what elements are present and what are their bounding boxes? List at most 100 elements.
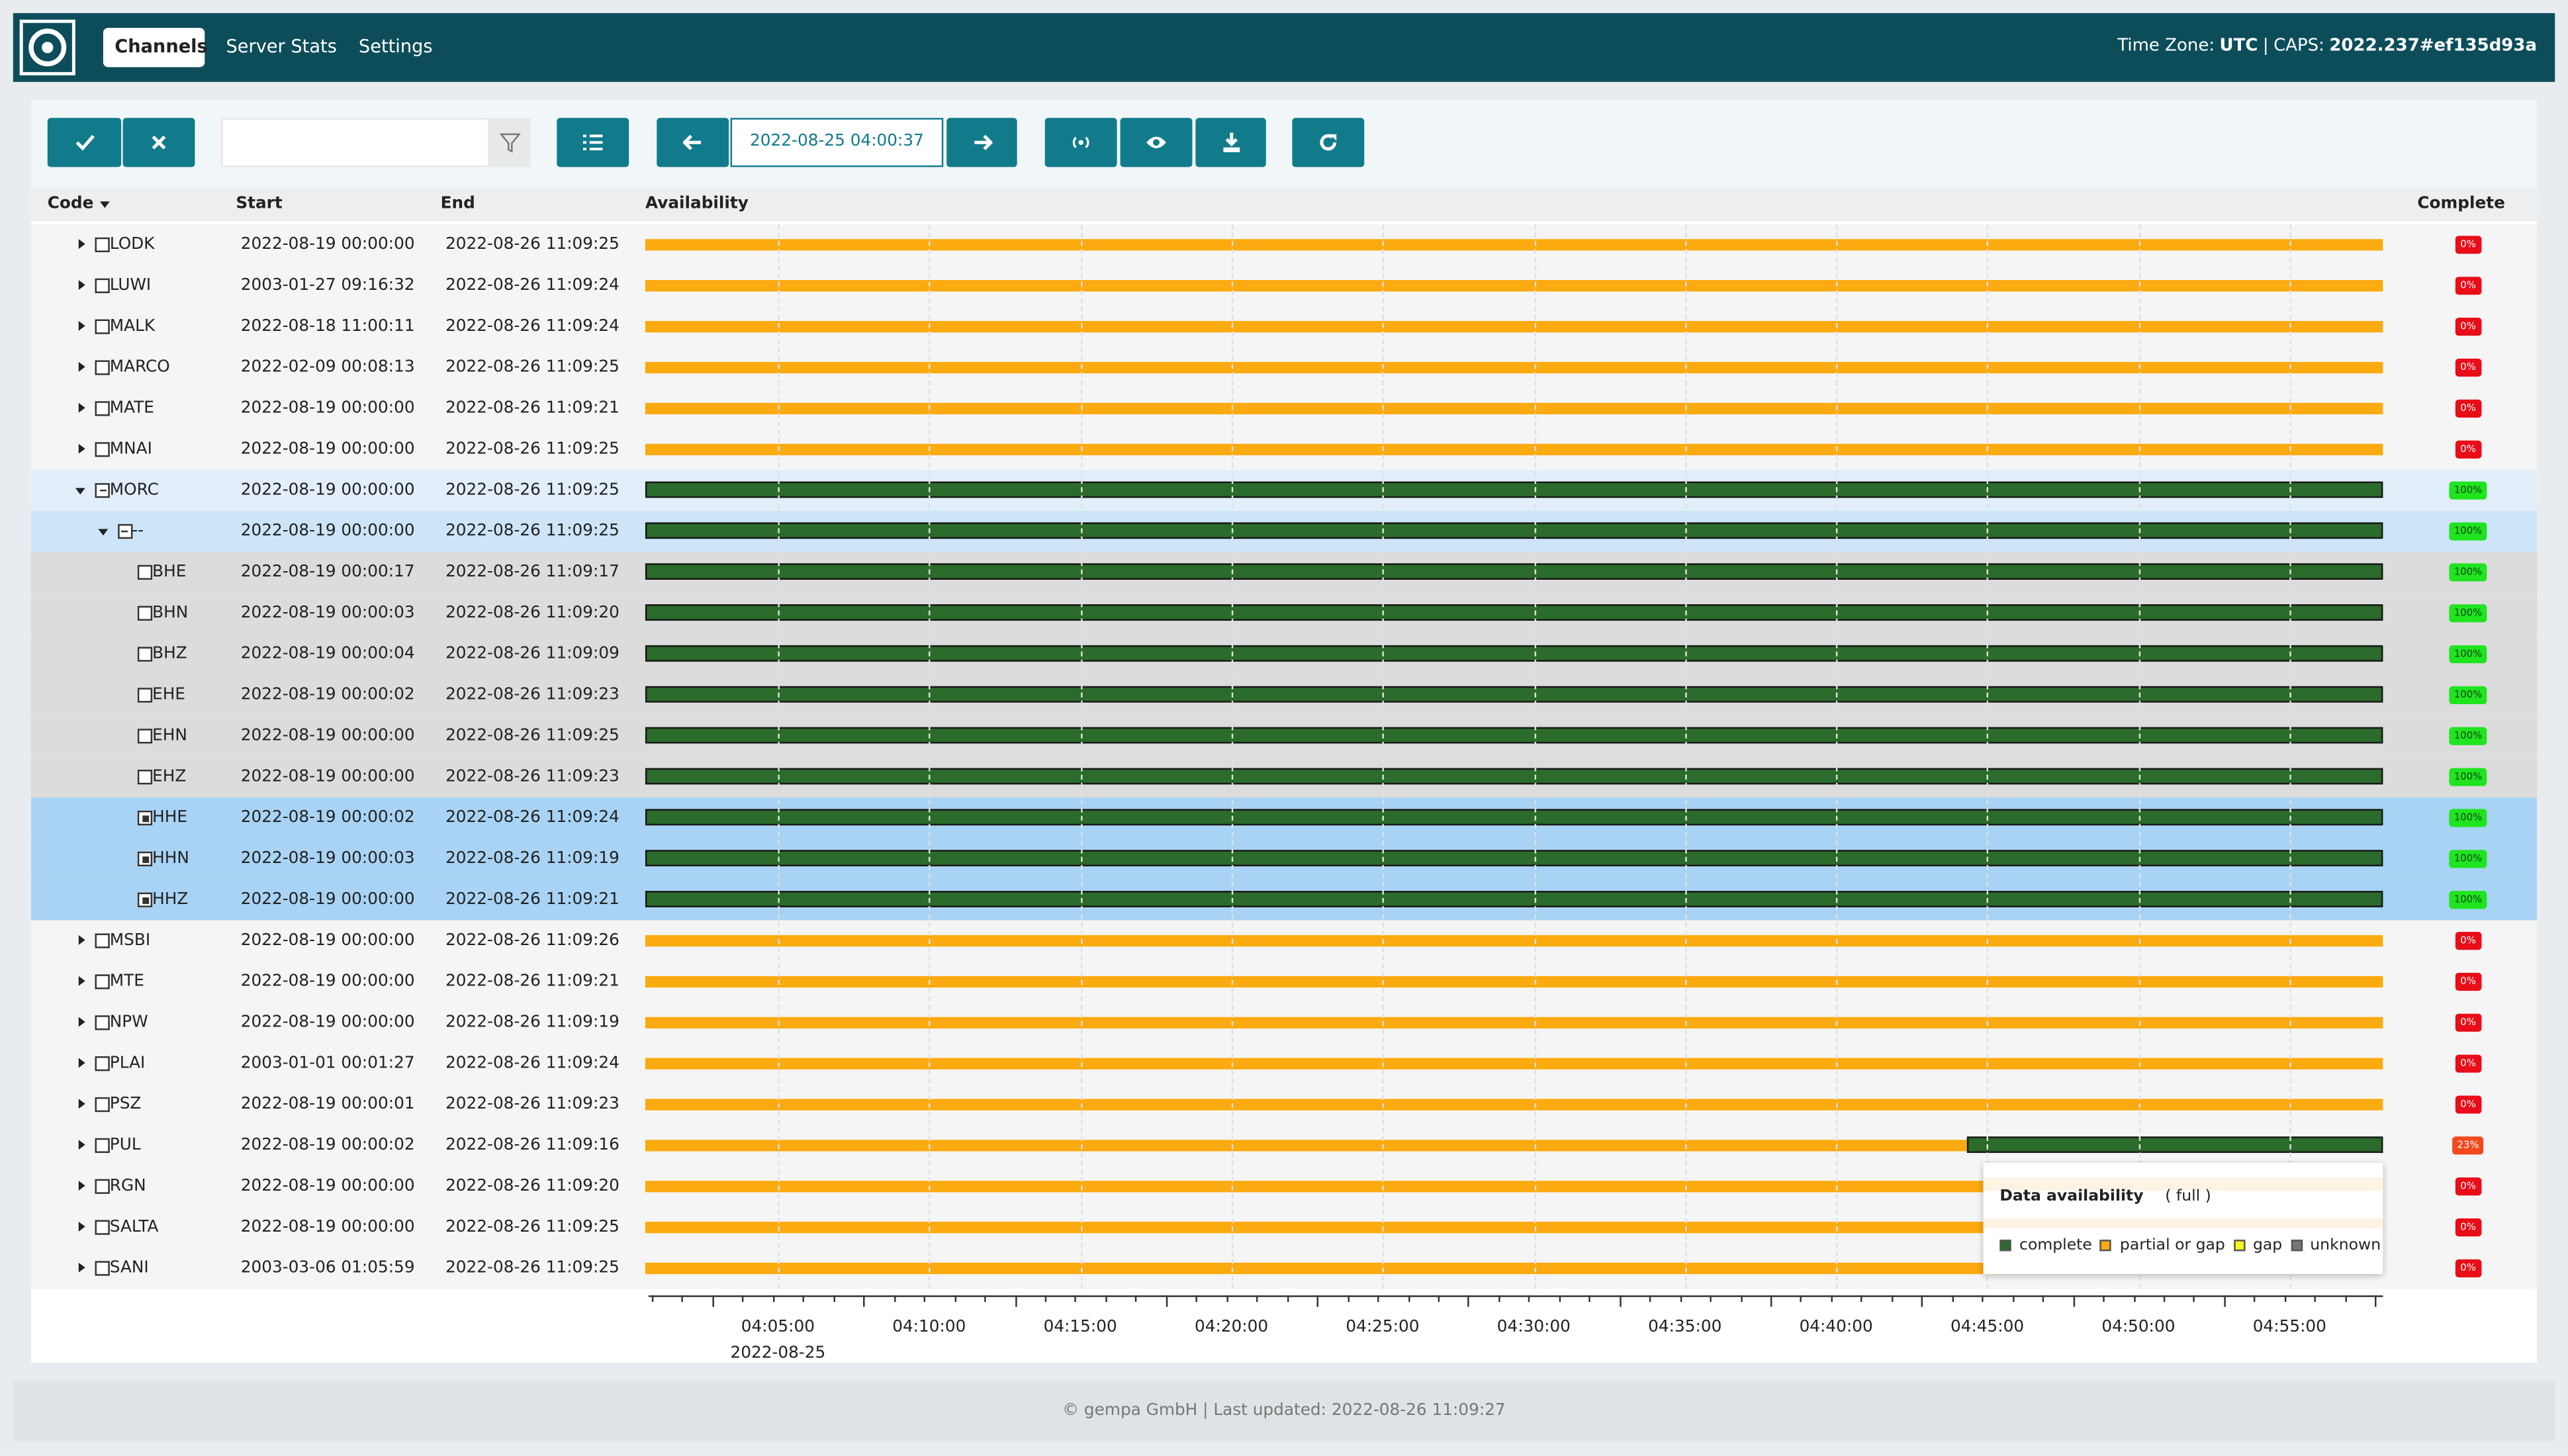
checkbox[interactable] xyxy=(95,237,110,253)
axis-label: 04:15:00 xyxy=(1043,1318,1117,1337)
channel-code: MSBI xyxy=(109,931,151,950)
end-time: 2022-08-26 11:09:26 xyxy=(445,931,619,950)
tz: UTC xyxy=(2219,36,2258,56)
expand-caret[interactable] xyxy=(75,488,85,495)
channel-code: BHN xyxy=(152,604,189,623)
expand-caret[interactable] xyxy=(78,402,85,413)
expand-caret[interactable] xyxy=(78,1140,85,1150)
live-button[interactable] xyxy=(1044,118,1117,167)
checkbox[interactable] xyxy=(95,1097,110,1113)
start-time: 2022-02-09 00:08:13 xyxy=(240,358,415,377)
checkbox[interactable] xyxy=(95,1015,110,1030)
checkbox[interactable] xyxy=(95,974,110,989)
end-time: 2022-08-26 11:09:17 xyxy=(445,563,619,582)
channel-code: NPW xyxy=(109,1013,148,1032)
checkbox[interactable] xyxy=(137,565,153,580)
column-header[interactable]: Code xyxy=(47,195,94,213)
tab[interactable]: Server Stats xyxy=(226,36,337,58)
expand-caret[interactable] xyxy=(97,529,108,536)
axis-date: 2022-08-25 xyxy=(730,1344,826,1363)
view-button[interactable] xyxy=(1120,118,1193,167)
end-time: 2022-08-26 11:09:23 xyxy=(445,768,619,786)
tab[interactable]: Channels xyxy=(115,36,208,58)
end-time: 2022-08-26 11:09:20 xyxy=(445,1177,619,1196)
axis-tick xyxy=(863,1295,866,1307)
start-time: 2022-08-19 00:00:03 xyxy=(240,850,415,868)
filter-button[interactable] xyxy=(489,118,531,167)
end-time: 2022-08-26 11:09:19 xyxy=(445,1013,619,1032)
checkbox[interactable] xyxy=(95,1261,110,1276)
checkbox[interactable] xyxy=(95,933,110,948)
checkbox[interactable] xyxy=(95,442,110,457)
checkbox[interactable] xyxy=(137,688,153,703)
next-button[interactable] xyxy=(946,118,1017,167)
separator: | xyxy=(2262,36,2269,56)
checkbox[interactable] xyxy=(137,770,153,785)
filter-input[interactable] xyxy=(221,118,490,167)
expand-caret[interactable] xyxy=(78,361,85,372)
start-time: 2003-01-01 00:01:27 xyxy=(240,1054,415,1073)
checkbox[interactable] xyxy=(137,851,153,867)
download-button[interactable] xyxy=(1195,118,1266,167)
checkbox[interactable] xyxy=(137,729,153,744)
nav-bar: Channels Server Stats Settings Time Zone… xyxy=(13,13,2555,82)
start-time: 2022-08-19 00:00:00 xyxy=(240,440,415,459)
availability-complete xyxy=(645,645,2383,662)
expand-caret[interactable] xyxy=(78,443,85,454)
checkbox[interactable] xyxy=(137,647,153,662)
checkbox[interactable] xyxy=(137,810,153,826)
list-button[interactable] xyxy=(557,118,629,167)
channel-code: LUWI xyxy=(109,277,152,295)
axis-tick xyxy=(1891,1295,1894,1302)
grid-line xyxy=(1836,224,1838,1289)
axis-tick xyxy=(1377,1295,1379,1302)
legend-swatch xyxy=(1999,1240,2011,1251)
expand-caret[interactable] xyxy=(78,1221,85,1232)
expand-caret[interactable] xyxy=(78,934,85,945)
checkbox[interactable] xyxy=(116,523,132,539)
time-input[interactable] xyxy=(730,118,944,167)
checkbox[interactable] xyxy=(95,482,110,498)
start-time: 2022-08-19 00:00:00 xyxy=(240,1218,415,1237)
tab-active[interactable] xyxy=(103,28,205,68)
checkbox[interactable] xyxy=(95,319,110,334)
start-time: 2022-08-19 00:00:02 xyxy=(240,1136,415,1155)
axis-tick xyxy=(1287,1295,1289,1302)
expand-caret[interactable] xyxy=(78,1017,85,1027)
channel-code: PUL xyxy=(109,1136,141,1155)
checkbox[interactable] xyxy=(137,892,153,907)
expand-caret[interactable] xyxy=(78,1058,85,1068)
start-time: 2003-03-06 01:05:59 xyxy=(240,1259,415,1278)
select-all-button[interactable] xyxy=(47,118,122,167)
availability-partial xyxy=(645,1058,2383,1069)
expand-caret[interactable] xyxy=(78,976,85,986)
expand-caret[interactable] xyxy=(78,1262,85,1273)
expand-caret[interactable] xyxy=(78,239,85,250)
checkbox[interactable] xyxy=(95,1138,110,1154)
refresh-button[interactable] xyxy=(1292,118,1365,167)
expand-caret[interactable] xyxy=(78,1099,85,1109)
expand-caret[interactable] xyxy=(78,1181,85,1191)
prev-button[interactable] xyxy=(657,118,729,167)
checkbox[interactable] xyxy=(95,278,110,293)
tab[interactable]: Settings xyxy=(358,36,433,58)
end-time: 2022-08-26 11:09:25 xyxy=(445,481,619,500)
availability-complete xyxy=(645,727,2383,744)
channel-code: EHZ xyxy=(152,768,187,786)
checkbox-check xyxy=(142,855,148,862)
start-time: 2022-08-19 00:00:00 xyxy=(240,1013,415,1032)
expand-caret[interactable] xyxy=(78,321,85,331)
deselect-button[interactable] xyxy=(122,118,195,167)
checkbox[interactable] xyxy=(95,1056,110,1071)
checkbox[interactable] xyxy=(95,401,110,416)
axis-tick xyxy=(1256,1295,1258,1302)
checkbox[interactable] xyxy=(95,1179,110,1194)
channel-code: PLAI xyxy=(109,1054,146,1073)
channel-code: SANI xyxy=(109,1259,149,1278)
checkbox[interactable] xyxy=(95,360,110,375)
end-time: 2022-08-26 11:09:23 xyxy=(445,1095,619,1114)
checkbox[interactable] xyxy=(95,1220,110,1235)
axis-tick xyxy=(2344,1295,2347,1302)
checkbox[interactable] xyxy=(137,606,153,621)
expand-caret[interactable] xyxy=(78,280,85,290)
